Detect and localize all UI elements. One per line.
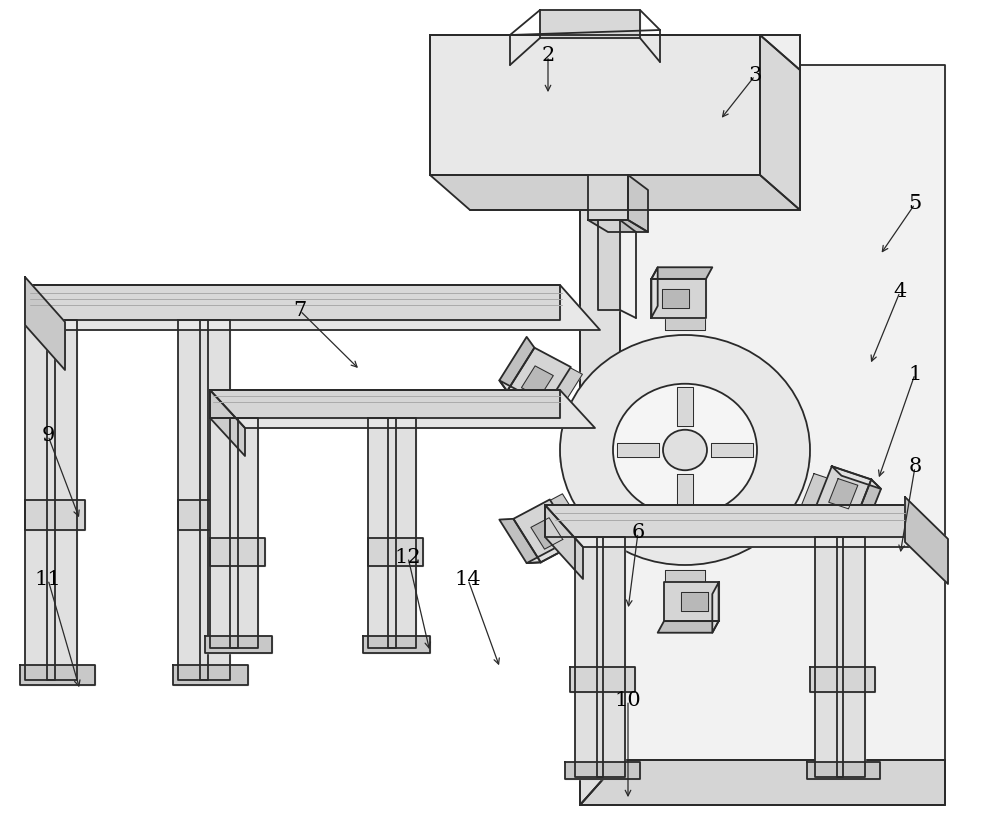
Polygon shape <box>711 442 753 457</box>
Polygon shape <box>178 500 238 530</box>
Polygon shape <box>760 35 800 210</box>
Polygon shape <box>588 175 628 220</box>
Polygon shape <box>545 505 948 547</box>
Polygon shape <box>507 348 571 410</box>
Polygon shape <box>210 538 265 566</box>
Polygon shape <box>617 442 659 457</box>
Polygon shape <box>210 390 560 418</box>
Polygon shape <box>575 537 603 777</box>
Polygon shape <box>662 289 689 308</box>
Polygon shape <box>681 592 708 612</box>
Polygon shape <box>25 285 560 320</box>
Polygon shape <box>521 366 553 397</box>
Polygon shape <box>815 537 843 777</box>
Polygon shape <box>800 473 828 513</box>
Polygon shape <box>545 505 910 537</box>
Polygon shape <box>664 583 719 621</box>
Polygon shape <box>205 636 272 653</box>
Text: 5: 5 <box>908 194 922 214</box>
Polygon shape <box>588 220 648 232</box>
Text: 8: 8 <box>908 457 922 477</box>
Polygon shape <box>47 320 77 680</box>
Polygon shape <box>712 583 719 633</box>
Polygon shape <box>658 621 719 633</box>
Polygon shape <box>178 320 208 680</box>
Polygon shape <box>368 418 396 648</box>
Polygon shape <box>807 762 880 779</box>
Polygon shape <box>665 316 705 330</box>
Polygon shape <box>25 320 55 680</box>
Polygon shape <box>565 762 640 779</box>
Polygon shape <box>540 10 640 38</box>
Polygon shape <box>368 538 423 566</box>
Text: 3: 3 <box>748 66 762 85</box>
Polygon shape <box>210 390 595 428</box>
Text: 7: 7 <box>293 301 307 321</box>
Polygon shape <box>620 65 945 760</box>
Polygon shape <box>430 175 800 210</box>
Polygon shape <box>545 505 583 579</box>
Text: 4: 4 <box>893 282 907 302</box>
Polygon shape <box>25 500 85 530</box>
Polygon shape <box>580 65 620 805</box>
Polygon shape <box>230 418 258 648</box>
Polygon shape <box>25 277 65 370</box>
Text: 9: 9 <box>41 426 55 446</box>
Polygon shape <box>837 537 865 777</box>
Polygon shape <box>810 667 875 692</box>
Polygon shape <box>665 570 705 584</box>
Polygon shape <box>499 519 541 563</box>
Polygon shape <box>597 537 625 777</box>
Polygon shape <box>677 387 693 426</box>
Polygon shape <box>651 279 706 317</box>
Polygon shape <box>853 479 881 536</box>
Polygon shape <box>430 35 800 70</box>
Polygon shape <box>651 267 658 317</box>
Polygon shape <box>651 267 712 279</box>
Polygon shape <box>549 494 582 533</box>
Polygon shape <box>829 478 858 509</box>
Text: 6: 6 <box>631 523 645 543</box>
Polygon shape <box>210 418 238 648</box>
Polygon shape <box>527 543 577 563</box>
Polygon shape <box>549 367 582 406</box>
Polygon shape <box>430 35 760 175</box>
Ellipse shape <box>663 430 707 470</box>
Polygon shape <box>628 175 648 232</box>
Polygon shape <box>20 665 95 685</box>
Polygon shape <box>677 474 693 513</box>
Polygon shape <box>388 418 416 648</box>
Text: 1: 1 <box>908 364 922 384</box>
Polygon shape <box>905 497 948 584</box>
Polygon shape <box>200 320 230 680</box>
Polygon shape <box>598 220 620 310</box>
Polygon shape <box>173 665 248 685</box>
Polygon shape <box>832 466 881 489</box>
Polygon shape <box>531 518 563 549</box>
Polygon shape <box>499 337 534 391</box>
Text: 10: 10 <box>615 690 641 710</box>
Ellipse shape <box>560 335 810 565</box>
Polygon shape <box>210 390 245 456</box>
Text: 14: 14 <box>455 570 481 589</box>
Polygon shape <box>25 285 65 365</box>
Polygon shape <box>499 381 543 410</box>
Polygon shape <box>363 636 430 653</box>
Text: 12: 12 <box>395 547 421 567</box>
Ellipse shape <box>613 384 757 516</box>
Polygon shape <box>570 667 635 692</box>
Polygon shape <box>580 760 945 805</box>
Text: 11: 11 <box>35 570 61 589</box>
Polygon shape <box>813 466 871 527</box>
Polygon shape <box>25 285 600 330</box>
Text: 2: 2 <box>541 46 555 66</box>
Polygon shape <box>513 500 577 562</box>
